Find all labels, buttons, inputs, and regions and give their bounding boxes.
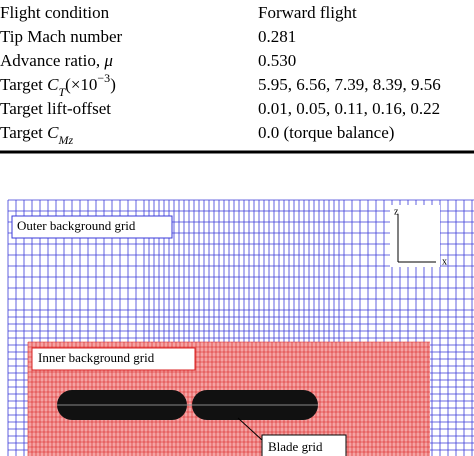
label-part: Advance ratio, [0, 51, 104, 70]
parameter-table: Flight condition Forward flight Tip Mach n… [0, 3, 441, 147]
row-value: 0.0 (torque balance) [258, 123, 394, 142]
row-label: Target CT(×10−3) [0, 71, 116, 99]
row-value: 0.01, 0.05, 0.11, 0.16, 0.22 [258, 99, 440, 118]
label-part: −3 [97, 71, 110, 85]
blade-label: Blade grid [268, 439, 323, 454]
grid-figure: Outer background grid Inner background g… [7, 199, 474, 456]
row-value: 5.95, 6.56, 7.39, 8.39, 9.56 [258, 75, 441, 94]
label-part: C [47, 123, 59, 142]
label-part: ) [110, 75, 116, 94]
label-part: Target [0, 75, 47, 94]
blade-label-box [261, 434, 347, 456]
inner-label-box [31, 347, 196, 371]
label-part: Tip Mach number [0, 27, 122, 46]
row-label: Advance ratio, μ [0, 51, 113, 70]
row-label: Target CMz [0, 123, 73, 147]
inner-label: Inner background grid [38, 350, 155, 365]
row-value: Forward flight [258, 3, 357, 22]
row-value: 0.281 [258, 27, 296, 46]
label-part: μ [103, 51, 113, 70]
label-part: (×10 [65, 75, 97, 94]
label-part: Target lift-offset [0, 99, 111, 118]
row-label: Target lift-offset [0, 99, 111, 118]
row-label: Flight condition [0, 3, 110, 22]
outer-label: Outer background grid [17, 218, 136, 233]
label-part: Flight condition [0, 3, 110, 22]
label-part: T [58, 85, 66, 99]
row-value: 0.530 [258, 51, 296, 70]
z-axis-label: z [394, 206, 399, 217]
outer-label-box [11, 215, 173, 239]
x-axis-label: x [442, 256, 447, 267]
label-part: C [47, 75, 59, 94]
row-label: Tip Mach number [0, 27, 122, 46]
label-part: Mz [57, 133, 73, 147]
blade-pointer [237, 417, 263, 441]
label-part: Target [0, 123, 47, 142]
